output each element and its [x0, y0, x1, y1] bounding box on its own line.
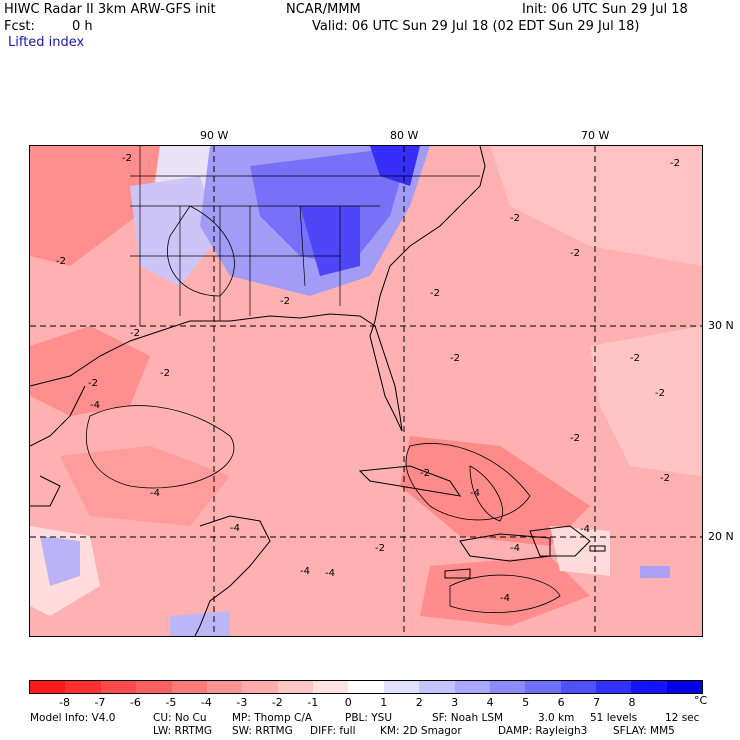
- colorbar-swatch: [313, 681, 349, 693]
- surface-scheme: SF: Noah LSM: [432, 712, 504, 724]
- contour-label: -2: [375, 543, 385, 554]
- contour-label: -2: [430, 288, 440, 299]
- contour-label: -2: [160, 368, 170, 379]
- valid-time: Valid: 06 UTC Sun 29 Jul 18 (02 EDT Sun …: [312, 19, 640, 34]
- colorbar-tick-label: 2: [415, 696, 423, 709]
- colorbar-tick-label: -2: [271, 696, 283, 709]
- contour-label: -4: [325, 568, 335, 579]
- colorbar-tick-label: 4: [486, 696, 494, 709]
- contour-label: -2: [122, 153, 132, 164]
- colorbar-tick-label: -6: [129, 696, 141, 709]
- colorbar-tick-label: -7: [94, 696, 106, 709]
- lon-label-90w: 90 W: [200, 129, 229, 142]
- colorbar-swatch: [383, 681, 420, 693]
- model-info: Model Info: V4.0: [30, 712, 116, 724]
- colorbar-tick-label: 8: [628, 696, 636, 709]
- colorbar-swatch: [525, 681, 561, 693]
- colorbar-tick-label: 1: [380, 696, 388, 709]
- cumulus-scheme: CU: No Cu: [153, 712, 207, 724]
- contour-label: -2: [670, 158, 680, 169]
- contour-label: -2: [280, 296, 290, 307]
- contour-label: -4: [500, 593, 510, 604]
- colorbar-swatch: [136, 681, 172, 693]
- colorbar-tick-label: -1: [307, 696, 319, 709]
- colorbar-swatch: [100, 681, 137, 693]
- lat-label-30n: 30 N: [708, 319, 734, 332]
- shortwave-scheme: SW: RRTMG: [232, 725, 293, 737]
- colorbar-swatch: [666, 681, 703, 693]
- colorbar-unit: °C: [694, 694, 708, 707]
- contour-label: -4: [90, 400, 100, 411]
- model-title: HIWC Radar II 3km ARW-GFS init: [4, 2, 216, 17]
- contour-label: -2: [88, 378, 98, 389]
- colorbar-swatch: [631, 681, 667, 693]
- contour-label: -2: [56, 256, 66, 267]
- coastlines: [30, 146, 606, 636]
- contour-label: -4: [230, 523, 240, 534]
- contour-label: -4: [510, 543, 520, 554]
- colorbar-swatch: [419, 681, 455, 693]
- grid-spacing: 3.0 km: [538, 712, 575, 724]
- colorbar-tick-label: 3: [451, 696, 459, 709]
- diffusion: DIFF: full: [310, 725, 356, 737]
- contour-label: -2: [630, 353, 640, 364]
- colorbar-swatch: [596, 681, 632, 693]
- colorbar-tick-label: -3: [236, 696, 248, 709]
- vertical-levels: 51 levels: [590, 712, 638, 724]
- contour-label: -4: [150, 488, 160, 499]
- colorbar-tick-label: -5: [165, 696, 177, 709]
- contour-label: -2: [660, 473, 670, 484]
- contour-label: -4: [300, 566, 310, 577]
- contour-label: -2: [420, 468, 430, 479]
- lat-label-20n: 20 N: [708, 530, 734, 543]
- forecast-label: Fcst:: [4, 19, 35, 34]
- surface-layer: SFLAY: MM5: [613, 725, 675, 737]
- colorbar: [29, 680, 703, 694]
- contour-label: -2: [655, 388, 665, 399]
- colorbar-swatch: [171, 681, 207, 693]
- colorbar-swatch: [560, 681, 596, 693]
- contour-label: -4: [470, 488, 480, 499]
- eddy-coefficient: KM: 2D Smagor: [380, 725, 462, 737]
- colorbar-swatch: [65, 681, 101, 693]
- contour-label: -2: [570, 433, 580, 444]
- lifted-index-map[interactable]: -2 -2 -2 -2 -2 -2 -2 -2 -2 -2 -2 -2 -2 -…: [29, 145, 703, 637]
- colorbar-swatch: [348, 681, 384, 693]
- contour-label: -2: [130, 328, 140, 339]
- lon-label-80w: 80 W: [390, 129, 419, 142]
- contour-label: -2: [450, 353, 460, 364]
- colorbar-swatch: [454, 681, 490, 693]
- colorbar-swatch: [30, 681, 66, 693]
- contour-label: -4: [580, 524, 590, 535]
- init-time: Init: 06 UTC Sun 29 Jul 18: [522, 2, 688, 17]
- colorbar-tick-label: 5: [522, 696, 530, 709]
- damping: DAMP: Rayleigh3: [498, 725, 588, 737]
- colorbar-tick-label: -8: [58, 696, 70, 709]
- lon-label-70w: 70 W: [581, 129, 610, 142]
- contour-label: -2: [570, 248, 580, 259]
- colorbar-tick-label: 7: [593, 696, 601, 709]
- longwave-scheme: LW: RRTMG: [153, 725, 212, 737]
- center-label: NCAR/MMM: [286, 2, 361, 17]
- colorbar-swatch: [242, 681, 278, 693]
- colorbar-swatch: [489, 681, 526, 693]
- graticule: [30, 146, 702, 636]
- contours: [86, 205, 561, 613]
- field-name: Lifted index: [8, 35, 85, 50]
- colorbar-swatch: [206, 681, 243, 693]
- contour-label: -2: [510, 213, 520, 224]
- microphysics: MP: Thomp C/A: [232, 712, 313, 724]
- pbl-scheme: PBL: YSU: [345, 712, 393, 724]
- colorbar-tick-label: -4: [200, 696, 212, 709]
- colorbar-swatch: [277, 681, 313, 693]
- state-borders: [130, 146, 480, 326]
- forecast-hour: 0 h: [72, 19, 93, 34]
- colorbar-tick-label: 6: [557, 696, 565, 709]
- timestep: 12 sec: [665, 712, 700, 724]
- colorbar-tick-label: 0: [344, 696, 352, 709]
